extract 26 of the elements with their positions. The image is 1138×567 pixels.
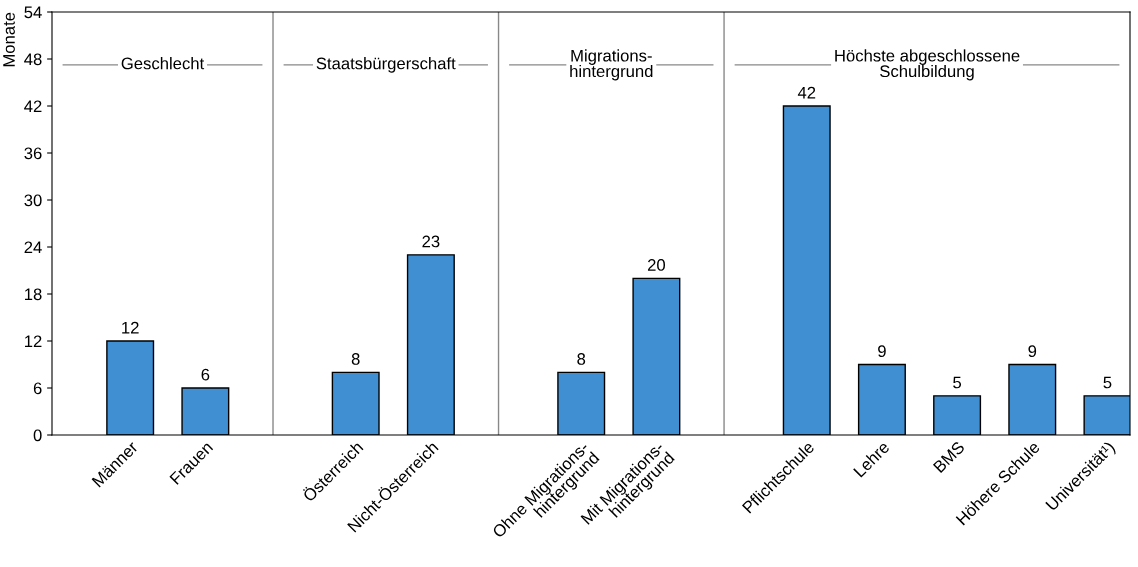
y-tick-label: 54 — [24, 6, 42, 19]
annotation: Geschlecht — [121, 57, 205, 70]
y-tick-label: 36 — [24, 147, 42, 160]
y-tick-label: 18 — [25, 288, 42, 301]
y-tick-label: 24 — [24, 241, 42, 254]
data-label: 9 — [1028, 345, 1037, 358]
data-label: 20 — [647, 259, 666, 271]
data-label: 12 — [122, 321, 139, 334]
y-tick-label: 42 — [24, 100, 42, 113]
data-label: 5 — [953, 376, 962, 389]
data-label: 8 — [577, 353, 586, 365]
annotation: Höchste abgeschlossene Schulbildung — [835, 49, 1020, 81]
y-tick-label: 12 — [25, 335, 42, 348]
data-label: 23 — [422, 235, 440, 248]
y-tick-label: 6 — [33, 382, 42, 395]
annotation: Migrations- hintergrund — [570, 49, 653, 81]
data-label: 9 — [878, 345, 886, 358]
data-label: 6 — [201, 368, 210, 381]
data-label: 8 — [351, 353, 360, 365]
y-tick-label: 0 — [33, 429, 42, 442]
data-label: 42 — [797, 86, 816, 99]
y-axis-title: Monate — [3, 12, 15, 67]
annotation: Staatsbürgerschaft — [316, 57, 456, 73]
y-tick-label: 48 — [24, 53, 42, 66]
data-label: 5 — [1103, 376, 1112, 389]
y-tick-label: 30 — [24, 194, 42, 207]
